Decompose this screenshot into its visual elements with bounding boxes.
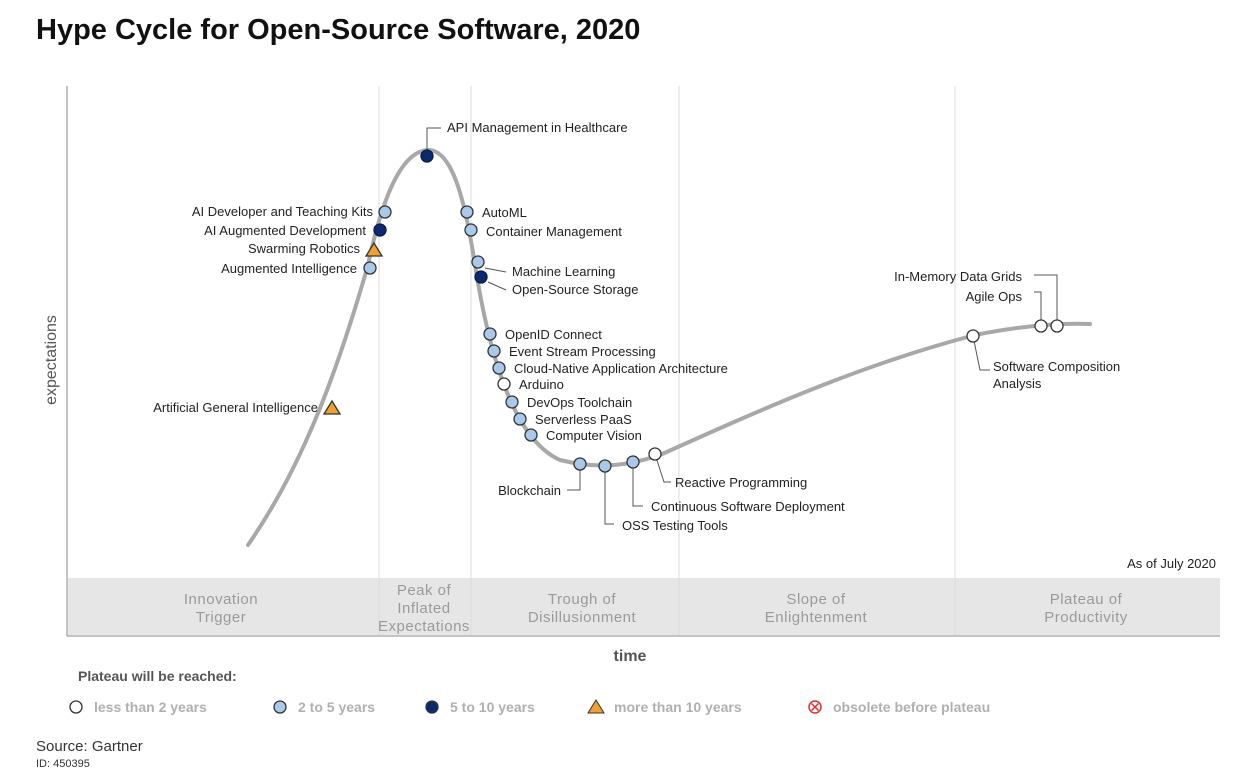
- technology-marker-devops-toolchain: [505, 395, 519, 409]
- technology-label-arduino: Arduino: [519, 377, 564, 392]
- technology-marker-reactive-programming: [648, 447, 662, 461]
- technology-layer: Artificial General Intelligence Augmented…: [153, 120, 1120, 533]
- technology-label-blockchain: Blockchain: [498, 483, 561, 498]
- technology-label-artificial-general-intelligence: Artificial General Intelligence: [153, 400, 318, 415]
- hype-cycle-chart: Innovation Trigger Peak of Inflated Expecta…: [43, 86, 1220, 715]
- technology-marker-augmented-intelligence: [363, 261, 377, 275]
- technology-label-container-management: Container Management: [486, 224, 622, 239]
- technology-label-cloud-native-application-architecture: Cloud-Native Application Architecture: [514, 361, 728, 376]
- technology-marker-agile-ops: [1034, 319, 1048, 333]
- technology-marker-container-management: [464, 223, 478, 237]
- leader-lines: [426, 127, 1058, 525]
- hype-curve: [246, 148, 1092, 547]
- technology-label-event-stream-processing: Event Stream Processing: [509, 344, 656, 359]
- legend-marker-5-to-10-years: [425, 700, 439, 714]
- technology-label-oss-testing-tools: OSS Testing Tools: [622, 518, 728, 533]
- legend-label-less-than-2-years: less than 2 years: [94, 699, 207, 715]
- leader-line: [487, 281, 507, 291]
- technology-label-continuous-software-deployment: Continuous Software Deployment: [651, 499, 845, 514]
- phase-label-slope: Slope of Enlightenment: [765, 591, 868, 626]
- technology-marker-ai-augmented-development: [373, 223, 387, 237]
- legend-label-5-to-10-years: 5 to 10 years: [450, 699, 535, 715]
- technology-label-api-management-in-healthcare: API Management in Healthcare: [447, 120, 628, 135]
- technology-label-ai-augmented-development: AI Augmented Development: [204, 223, 366, 238]
- technology-label-serverless-paas: Serverless PaaS: [535, 412, 632, 427]
- technology-marker-in-memory-data-grids: [1050, 319, 1064, 333]
- technology-label-openid-connect: OpenID Connect: [505, 327, 602, 342]
- technology-marker-swarming-robotics: [364, 241, 384, 257]
- technology-label-augmented-intelligence: Augmented Intelligence: [221, 261, 357, 276]
- legend-marker-more-than-10-years: [587, 699, 605, 714]
- technology-label-swarming-robotics: Swarming Robotics: [248, 241, 360, 256]
- technology-marker-automl: [460, 205, 474, 219]
- technology-marker-openid-connect: [483, 327, 497, 341]
- technology-label-in-memory-data-grids: In-Memory Data Grids: [894, 269, 1022, 284]
- technology-marker-api-management-in-healthcare: [420, 149, 434, 163]
- technology-marker-continuous-software-deployment: [626, 455, 640, 469]
- technology-marker-artificial-general-intelligence: [322, 399, 342, 415]
- technology-marker-open-source-storage: [474, 270, 488, 284]
- chart-title: Hype Cycle for Open-Source Software, 202…: [36, 14, 641, 46]
- as-of-label: As of July 2020: [1127, 556, 1216, 571]
- legend-marker-2-to-5-years: [273, 700, 287, 714]
- technology-label-agile-ops: Agile Ops: [966, 289, 1023, 304]
- technology-label-software-composition-analysis: Software Composition Analysis: [993, 359, 1120, 391]
- legend-marker-less-than-2-years: [69, 700, 83, 714]
- legend-marker-obsolete-before-plateau: [808, 700, 822, 714]
- legend-title: Plateau will be reached:: [78, 668, 237, 684]
- technology-marker-machine-learning: [471, 255, 485, 269]
- technology-label-open-source-storage: Open-Source Storage: [512, 282, 638, 297]
- leader-line: [484, 267, 507, 273]
- phase-label-trough: Trough of Disillusionment: [528, 591, 637, 626]
- technology-label-reactive-programming: Reactive Programming: [675, 475, 807, 490]
- technology-marker-ai-developer-and-teaching-kits: [378, 205, 392, 219]
- technology-marker-event-stream-processing: [487, 344, 501, 358]
- technology-label-ai-developer-and-teaching-kits: AI Developer and Teaching Kits: [192, 204, 374, 219]
- source-label: Source: Gartner: [36, 738, 143, 755]
- technology-marker-oss-testing-tools: [598, 459, 612, 473]
- phase-label-innovation-trigger: Innovation Trigger: [184, 591, 258, 626]
- technology-label-machine-learning: Machine Learning: [512, 264, 615, 279]
- technology-marker-blockchain: [573, 457, 587, 471]
- y-axis-label: expectations: [43, 315, 60, 405]
- technology-label-automl: AutoML: [482, 205, 527, 220]
- phase-band: [68, 578, 1220, 635]
- legend-label-more-than-10-years: more than 10 years: [614, 699, 742, 715]
- technology-label-computer-vision: Computer Vision: [546, 428, 642, 443]
- legend-label-obsolete-before-plateau: obsolete before plateau: [833, 699, 990, 715]
- technology-marker-software-composition-analysis: [966, 329, 980, 343]
- document-id: ID: 450395: [36, 758, 90, 770]
- technology-marker-serverless-paas: [513, 412, 527, 426]
- legend: less than 2 years 2 to 5 years 5 to 10 yea…: [69, 699, 990, 715]
- legend-label-2-to-5-years: 2 to 5 years: [298, 699, 375, 715]
- x-axis-label: time: [614, 648, 647, 665]
- technology-label-devops-toolchain: DevOps Toolchain: [527, 395, 632, 410]
- technology-marker-cloud-native-application-architecture: [492, 361, 506, 375]
- phase-label-peak: Peak of Inflated Expectations: [378, 582, 470, 635]
- technology-marker-computer-vision: [524, 428, 538, 442]
- technology-marker-arduino: [497, 377, 511, 391]
- phase-label-plateau: Plateau of Productivity: [1044, 591, 1128, 626]
